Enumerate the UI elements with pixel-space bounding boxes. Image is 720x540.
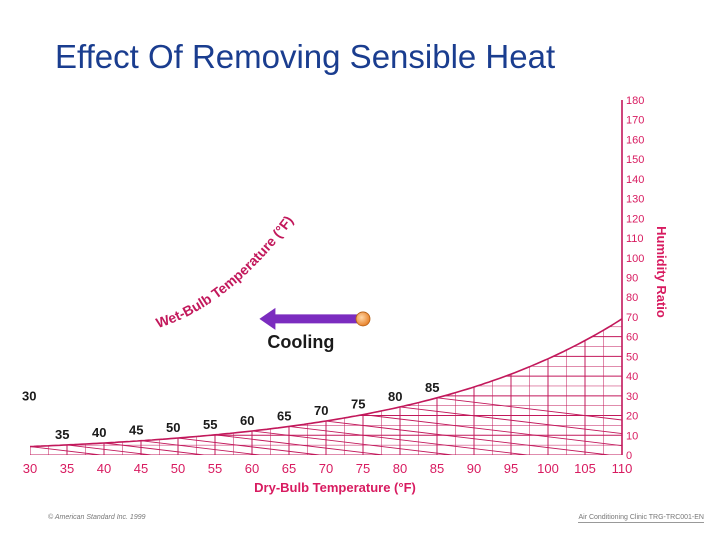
x-tick-label: 110: [612, 461, 633, 476]
copyright-footer: © American Standard Inc. 1999: [48, 514, 146, 521]
x-tick-label: 100: [537, 461, 559, 476]
slide-title: Effect Of Removing Sensible Heat: [55, 38, 556, 75]
y-axis-label: Humidity Ratio: [654, 226, 669, 318]
x-axis-label: Dry-Bulb Temperature (°F): [254, 480, 416, 495]
wet-bulb-line: [251, 430, 453, 455]
x-tick-label: 30: [23, 461, 37, 476]
wet-bulb-line: [214, 434, 384, 455]
y-tick-label: 0: [626, 450, 632, 462]
x-tick-label: 40: [97, 461, 111, 476]
wet-bulb-temp-label: 75: [351, 397, 365, 412]
wet-bulb-line: [436, 397, 622, 455]
wet-bulb-line: [30, 446, 101, 455]
wet-bulb-temp-label: 35: [55, 427, 69, 442]
wet-bulb-temp-label: 60: [240, 413, 254, 428]
x-tick-label: 85: [430, 461, 444, 476]
cooling-label: Cooling: [267, 332, 334, 352]
y-tick-label: 130: [626, 194, 644, 206]
x-tick-label: 80: [393, 461, 407, 476]
wet-bulb-temp-label: 40: [92, 425, 106, 440]
wet-bulb-line: [66, 444, 152, 455]
wet-bulb-temp-label: 55: [203, 417, 217, 432]
state-point: [355, 311, 371, 327]
y-tick-label: 100: [626, 253, 644, 265]
x-tick-label: 55: [208, 461, 222, 476]
y-tick-label: 80: [626, 292, 638, 304]
x-tick-label: 65: [282, 461, 296, 476]
wet-bulb-temp-label: 65: [277, 408, 291, 423]
x-tick-label: 95: [504, 461, 518, 476]
y-tick-label: 150: [626, 154, 644, 166]
x-tick-label: 60: [245, 461, 259, 476]
wet-bulb-line: [362, 414, 622, 455]
x-axis-ticks: 30 35 40 45 50 55 60 65 70 75 80 85 90 95 100 105 110: [23, 461, 633, 476]
chart-grid: [30, 318, 622, 455]
x-tick-label: 50: [171, 461, 185, 476]
y-tick-label: 180: [626, 95, 644, 107]
y-tick-label: 20: [626, 411, 638, 423]
wet-bulb-temp-label: 45: [129, 423, 143, 438]
wet-bulb-line: [140, 440, 261, 455]
y-tick-label: 140: [626, 174, 644, 186]
wet-bulb-line: [399, 406, 622, 455]
y-tick-label: 50: [626, 351, 638, 363]
y-tick-label: 30: [626, 391, 638, 403]
x-tick-label: 90: [467, 461, 481, 476]
wet-bulb-line: [288, 425, 528, 455]
wet-bulb-temp-label: 80: [388, 389, 402, 404]
cooling-process: Cooling: [259, 307, 371, 352]
wet-bulb-line: [325, 420, 610, 455]
x-tick-label: 70: [319, 461, 333, 476]
y-tick-label: 110: [626, 233, 644, 245]
y-tick-label: 60: [626, 332, 638, 344]
x-tick-label: 75: [356, 461, 370, 476]
x-tick-label: 105: [574, 461, 596, 476]
y-tick-label: 70: [626, 312, 638, 324]
y-tick-label: 10: [626, 430, 638, 442]
wet-bulb-line: [177, 437, 320, 455]
y-tick-label: 40: [626, 371, 638, 383]
course-footer: Air Conditioning Clinic TRG-TRC001-EN: [578, 514, 704, 523]
wet-bulb-temp-label: 70: [314, 403, 328, 418]
wet-bulb-temp-label: 30: [22, 389, 36, 404]
y-axis-ticks: 0 10 20 30 40 50 60 70 80 90 100 110 120 130 140 150 160…: [626, 95, 644, 462]
wet-bulb-temp-label: 85: [425, 380, 439, 395]
y-tick-label: 120: [626, 213, 644, 225]
wet-bulb-line: [103, 442, 205, 455]
saturation-curve: [29, 318, 623, 448]
wet-bulb-temp-label: 50: [166, 420, 180, 435]
x-tick-label: 35: [60, 461, 74, 476]
wet-bulb-labels: 30 35 40 45 50 55 60 65 70 75 80 85: [22, 380, 439, 442]
y-tick-label: 90: [626, 273, 638, 285]
y-tick-label: 160: [626, 134, 644, 146]
x-tick-label: 45: [134, 461, 148, 476]
y-tick-label: 170: [626, 115, 644, 127]
cooling-arrow-head: [259, 307, 276, 330]
